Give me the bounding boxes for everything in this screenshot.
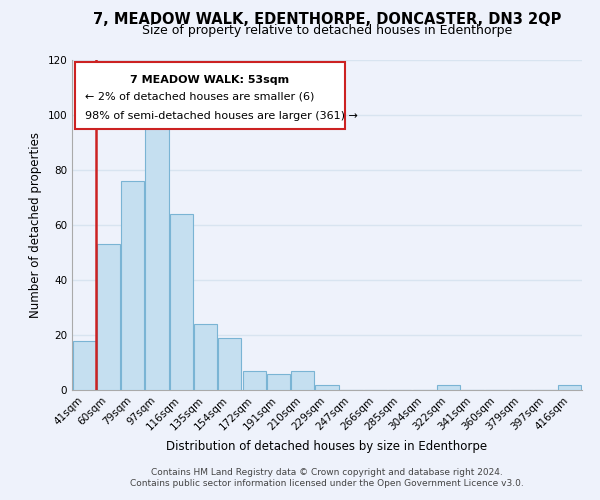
Bar [121, 181, 144, 390]
Bar [218, 338, 241, 390]
Bar [145, 126, 169, 390]
X-axis label: Distribution of detached houses by size in Edenthorpe: Distribution of detached houses by size … [166, 440, 488, 453]
Bar [316, 384, 338, 390]
Bar [170, 214, 193, 390]
Text: 98% of semi-detached houses are larger (361) →: 98% of semi-detached houses are larger (… [85, 111, 358, 121]
Bar [291, 371, 314, 390]
Text: 7, MEADOW WALK, EDENTHORPE, DONCASTER, DN3 2QP: 7, MEADOW WALK, EDENTHORPE, DONCASTER, D… [93, 12, 561, 28]
Text: Contains HM Land Registry data © Crown copyright and database right 2024.
Contai: Contains HM Land Registry data © Crown c… [130, 468, 524, 487]
Bar [437, 384, 460, 390]
Bar [267, 374, 290, 390]
Bar [242, 371, 266, 390]
Text: Size of property relative to detached houses in Edenthorpe: Size of property relative to detached ho… [142, 24, 512, 37]
Text: 7 MEADOW WALK: 53sqm: 7 MEADOW WALK: 53sqm [130, 75, 289, 85]
Y-axis label: Number of detached properties: Number of detached properties [29, 132, 42, 318]
Bar [559, 384, 581, 390]
Text: ← 2% of detached houses are smaller (6): ← 2% of detached houses are smaller (6) [85, 92, 314, 102]
FancyBboxPatch shape [74, 62, 345, 130]
Bar [194, 324, 217, 390]
Bar [73, 340, 95, 390]
Bar [97, 244, 120, 390]
